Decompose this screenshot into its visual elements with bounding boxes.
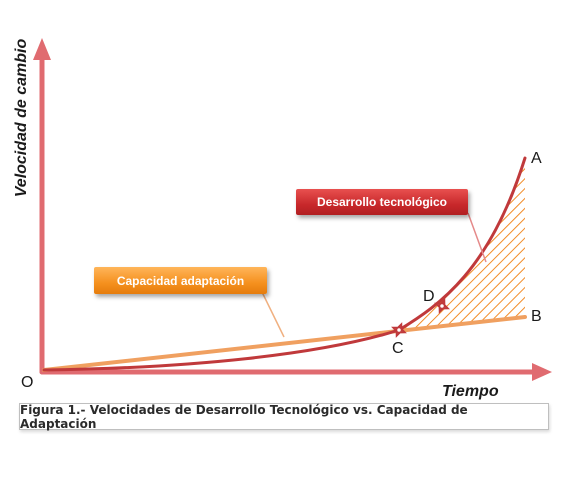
y-axis [33, 38, 51, 375]
figure-caption: Figura 1.- Velocidades de Desarrollo Tec… [19, 403, 549, 431]
point-d-marker [434, 298, 450, 314]
technology-callout-pointer [467, 212, 487, 263]
technology-curve [42, 156, 527, 372]
x-axis [39, 363, 552, 381]
point-label-b: B [531, 308, 542, 325]
adaptation-callout-pointer [261, 291, 285, 338]
adaptation-callout: Capacidad adaptación [94, 267, 267, 294]
point-c-marker [391, 322, 407, 338]
gap-hatched-area [399, 158, 525, 330]
point-label-c: C [392, 340, 404, 357]
y-axis-label: Velocidad de cambio [13, 38, 30, 198]
x-axis-label: Tiempo [442, 383, 499, 400]
adaptation-line [42, 315, 527, 372]
point-label-origin: O [21, 374, 34, 391]
point-label-d: D [423, 288, 435, 305]
technology-callout: Desarrollo tecnológico [296, 189, 468, 215]
point-label-a: A [531, 150, 542, 167]
